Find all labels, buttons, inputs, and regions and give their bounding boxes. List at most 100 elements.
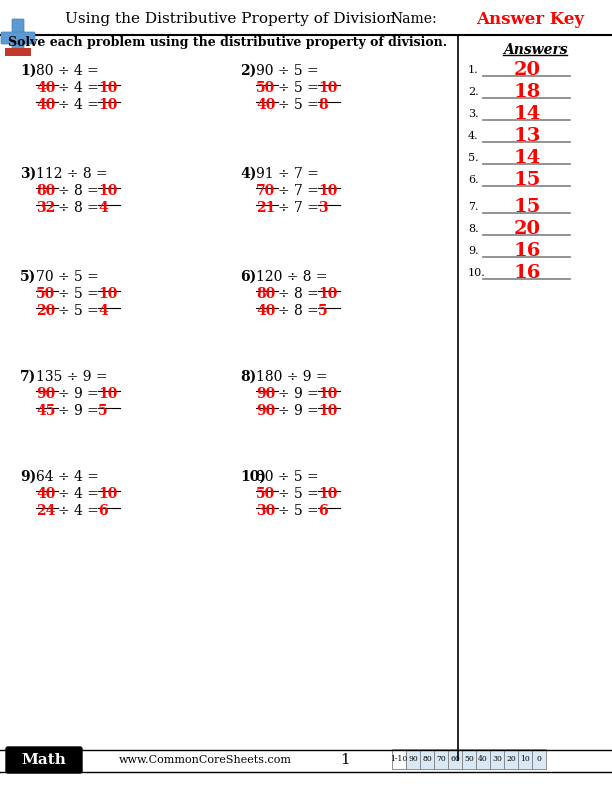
Text: Using the Distributive Property of Division: Using the Distributive Property of Divis… xyxy=(65,12,395,26)
Text: 64 ÷ 4 =: 64 ÷ 4 = xyxy=(36,470,99,484)
Text: ÷ 5 =: ÷ 5 = xyxy=(278,81,319,95)
Text: 5): 5) xyxy=(20,270,36,284)
Text: 13: 13 xyxy=(513,127,540,145)
Text: ÷ 5 =: ÷ 5 = xyxy=(278,504,319,518)
Text: 6: 6 xyxy=(98,504,108,518)
Text: 90: 90 xyxy=(36,387,55,401)
Text: 90 ÷ 5 =: 90 ÷ 5 = xyxy=(256,64,319,78)
Bar xyxy=(462,749,476,769)
Text: 20: 20 xyxy=(513,220,540,238)
Text: 50: 50 xyxy=(256,487,275,501)
Text: 80 ÷ 5 =: 80 ÷ 5 = xyxy=(256,470,319,484)
Text: 8: 8 xyxy=(318,98,327,112)
Text: 10: 10 xyxy=(318,81,337,95)
Bar xyxy=(420,749,434,769)
Text: ÷ 9 =: ÷ 9 = xyxy=(58,387,99,401)
Text: ÷ 9 =: ÷ 9 = xyxy=(58,404,99,418)
Bar xyxy=(476,749,490,769)
Text: 4: 4 xyxy=(98,304,108,318)
Bar xyxy=(532,749,546,769)
Text: 14: 14 xyxy=(513,105,540,123)
Text: 14: 14 xyxy=(513,149,540,167)
Text: 3): 3) xyxy=(20,167,36,181)
Text: 8.: 8. xyxy=(468,224,479,234)
Text: 6.: 6. xyxy=(468,175,479,185)
Text: 10: 10 xyxy=(98,487,118,501)
Text: 80: 80 xyxy=(36,184,55,198)
Text: ÷ 7 =: ÷ 7 = xyxy=(278,201,319,215)
Text: ÷ 8 =: ÷ 8 = xyxy=(278,304,319,318)
Text: ÷ 8 =: ÷ 8 = xyxy=(278,287,319,301)
Bar xyxy=(5,48,31,56)
Text: 6: 6 xyxy=(318,504,327,518)
Text: 10: 10 xyxy=(98,387,118,401)
Text: ÷ 5 =: ÷ 5 = xyxy=(58,287,99,301)
Text: 70: 70 xyxy=(256,184,275,198)
Text: 21: 21 xyxy=(256,201,275,215)
Text: 2.: 2. xyxy=(468,87,479,97)
Text: Solve each problem using the distributive property of division.: Solve each problem using the distributiv… xyxy=(8,36,447,48)
Bar xyxy=(490,749,504,769)
Text: 70 ÷ 5 =: 70 ÷ 5 = xyxy=(36,270,99,284)
Text: 10: 10 xyxy=(98,81,118,95)
Text: 60: 60 xyxy=(450,755,460,763)
Text: 0: 0 xyxy=(537,755,542,763)
Text: ÷ 9 =: ÷ 9 = xyxy=(278,387,319,401)
Text: 90: 90 xyxy=(256,387,275,401)
Bar xyxy=(434,749,448,769)
Text: 10: 10 xyxy=(98,287,118,301)
Text: 18: 18 xyxy=(513,83,540,101)
Text: 40: 40 xyxy=(36,81,55,95)
Text: ÷ 9 =: ÷ 9 = xyxy=(278,404,319,418)
Text: 9.: 9. xyxy=(468,246,479,256)
Text: 80: 80 xyxy=(422,755,432,763)
Text: 50: 50 xyxy=(464,755,474,763)
Text: Answers: Answers xyxy=(502,43,567,57)
Text: 4): 4) xyxy=(240,167,256,181)
Text: 24: 24 xyxy=(36,504,55,518)
Text: 5: 5 xyxy=(318,304,327,318)
Text: 16: 16 xyxy=(513,242,540,260)
Text: 40: 40 xyxy=(478,755,488,763)
FancyBboxPatch shape xyxy=(6,747,82,773)
Text: 15: 15 xyxy=(513,171,540,189)
Text: 10: 10 xyxy=(318,387,337,401)
Text: 50: 50 xyxy=(256,81,275,95)
Text: 7): 7) xyxy=(20,370,36,384)
Text: 1-10: 1-10 xyxy=(390,755,408,763)
Text: 3.: 3. xyxy=(468,109,479,119)
Text: 45: 45 xyxy=(36,404,55,418)
Text: 20: 20 xyxy=(36,304,55,318)
Text: 40: 40 xyxy=(256,98,275,112)
Text: 5: 5 xyxy=(98,404,108,418)
Text: 120 ÷ 8 =: 120 ÷ 8 = xyxy=(256,270,327,284)
Bar xyxy=(504,749,518,769)
Text: 40: 40 xyxy=(36,98,55,112)
Text: 40: 40 xyxy=(256,304,275,318)
Text: 10: 10 xyxy=(318,487,337,501)
Text: 10.: 10. xyxy=(468,268,486,278)
Text: 3: 3 xyxy=(318,201,327,215)
Text: 20: 20 xyxy=(506,755,516,763)
Text: Answer Key: Answer Key xyxy=(476,10,584,28)
Text: 80 ÷ 4 =: 80 ÷ 4 = xyxy=(36,64,99,78)
Text: 90: 90 xyxy=(408,755,418,763)
Text: ÷ 4 =: ÷ 4 = xyxy=(58,98,99,112)
Text: 180 ÷ 9 =: 180 ÷ 9 = xyxy=(256,370,327,384)
Text: ÷ 4 =: ÷ 4 = xyxy=(58,504,99,518)
Text: 90: 90 xyxy=(256,404,275,418)
Text: 70: 70 xyxy=(436,755,446,763)
Text: ÷ 4 =: ÷ 4 = xyxy=(58,487,99,501)
Text: 2): 2) xyxy=(240,64,256,78)
Text: 112 ÷ 8 =: 112 ÷ 8 = xyxy=(36,167,108,181)
Bar xyxy=(518,749,532,769)
Text: 1.: 1. xyxy=(468,65,479,75)
Text: 30: 30 xyxy=(256,504,275,518)
Text: ÷ 8 =: ÷ 8 = xyxy=(58,184,99,198)
Text: 91 ÷ 7 =: 91 ÷ 7 = xyxy=(256,167,319,181)
Text: Name:: Name: xyxy=(390,12,436,26)
Text: 8): 8) xyxy=(240,370,256,384)
Text: 1): 1) xyxy=(20,64,36,78)
Text: ÷ 8 =: ÷ 8 = xyxy=(58,201,99,215)
Text: 1: 1 xyxy=(340,753,350,767)
